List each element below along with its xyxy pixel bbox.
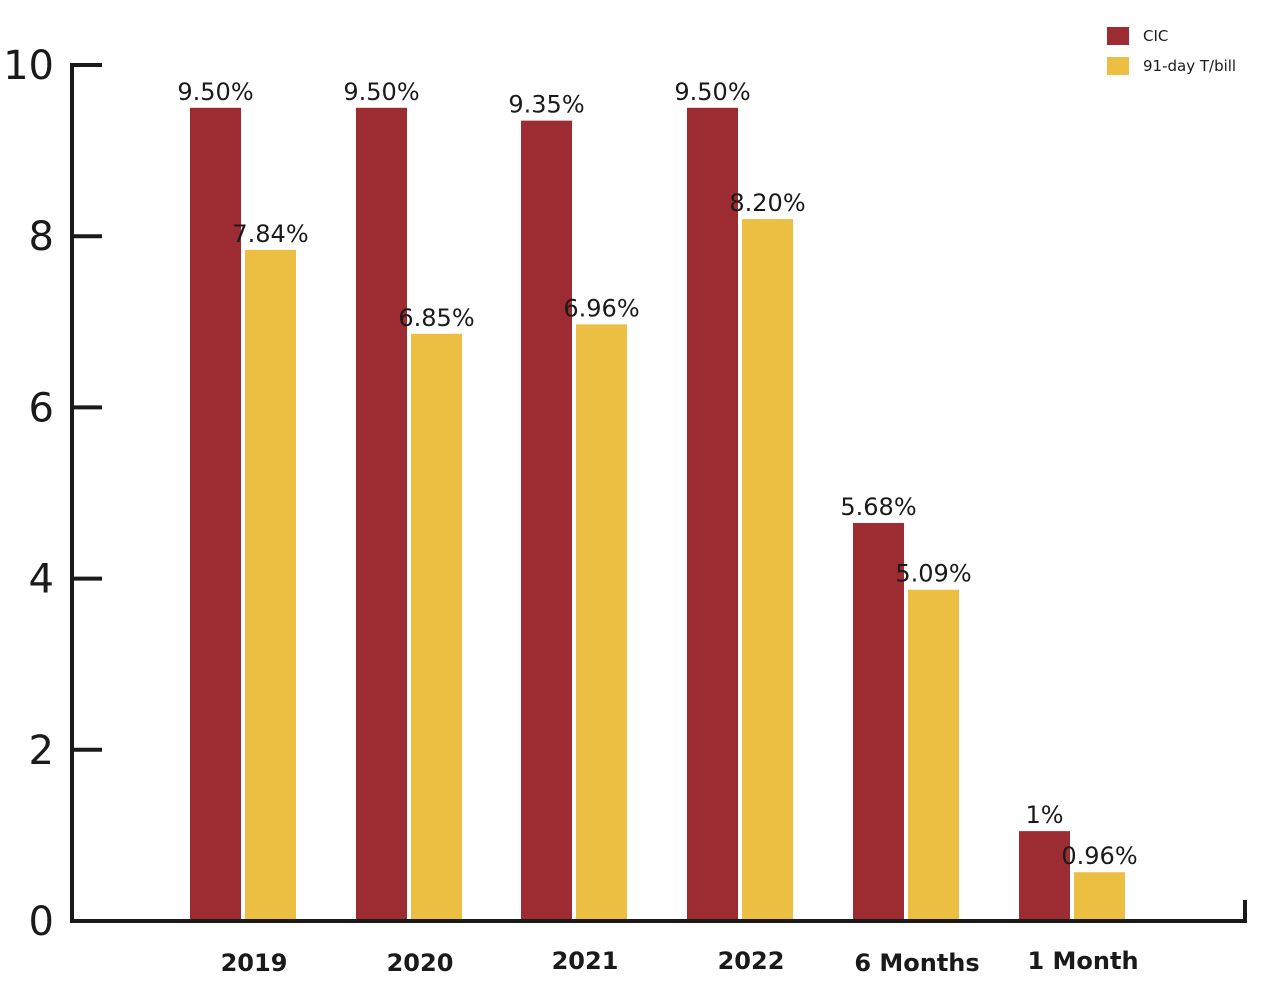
bar-cic-2020 [356, 107, 407, 922]
axes-group [70, 63, 1247, 923]
legend: CIC 91-day T/bill [1107, 27, 1236, 75]
y-tick-label: 10 [3, 43, 54, 89]
bar-tbill-2019 [245, 249, 296, 921]
y-tick-label: 0 [29, 899, 54, 945]
data-labels-group: 9.50% 9.50% 9.35% 9.50% 5.68% 1% 7.84% 6.85% 6.9… [177, 78, 1137, 870]
bar-cic-2019 [190, 107, 241, 922]
data-label: 6.85% [398, 304, 474, 332]
legend-swatch [1107, 27, 1129, 45]
data-label: 5.68% [840, 493, 916, 521]
data-label: 9.35% [508, 91, 584, 119]
x-tick-label: 2021 [552, 947, 619, 975]
x-tick-label: 2020 [387, 949, 454, 977]
legend-swatch [1107, 57, 1129, 75]
bar-tbill-2022 [742, 219, 793, 921]
bar-cic-6-months [853, 522, 904, 921]
bar-cic-2021 [521, 120, 572, 921]
y-tick-label: 6 [29, 385, 54, 431]
y-tick-label: 2 [29, 728, 54, 774]
data-label: 8.20% [729, 189, 805, 217]
legend-label: 91-day T/bill [1143, 57, 1236, 75]
y-tick-labels: 0 2 4 6 8 10 [3, 43, 54, 945]
data-label: 1% [1025, 801, 1063, 829]
bar-cic-1-month [1019, 831, 1070, 921]
x-tick-label: 2019 [221, 949, 288, 977]
data-label: 5.09% [895, 560, 971, 588]
y-tick-label: 8 [29, 214, 54, 260]
bar-tbill-1-month [1074, 872, 1125, 921]
data-label: 9.50% [343, 78, 419, 106]
x-tick-label: 1 Month [1027, 947, 1138, 975]
bar-tbill-2021 [576, 324, 627, 921]
data-label: 0.96% [1061, 842, 1137, 870]
bar-tbill-2020 [411, 333, 462, 921]
data-label: 9.50% [177, 78, 253, 106]
y-tick-label: 4 [29, 557, 54, 603]
data-label: 6.96% [563, 294, 639, 322]
bar-cic-2022 [687, 107, 738, 922]
x-tick-label: 6 Months [854, 949, 979, 977]
bars-group [190, 107, 1125, 922]
bar-tbill-6-months [908, 589, 959, 921]
x-tick-label: 2022 [718, 947, 785, 975]
legend-label: CIC [1143, 27, 1168, 45]
x-tick-labels: 2019 2020 2021 2022 6 Months 1 Month [221, 947, 1139, 977]
data-label: 9.50% [674, 78, 750, 106]
data-label: 7.84% [232, 220, 308, 248]
